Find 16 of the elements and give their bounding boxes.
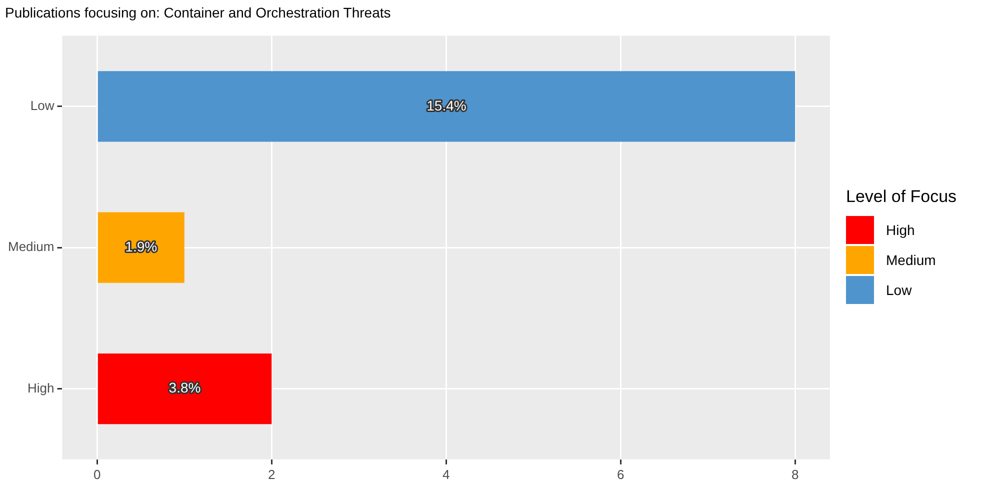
y-tick-label: Low	[30, 98, 55, 113]
x-tick-label: 4	[442, 466, 450, 482]
legend-label: High	[886, 222, 915, 238]
annotation: 15.4%	[426, 97, 466, 114]
x-tick-label: 2	[268, 466, 276, 482]
x-tick-label: 6	[616, 466, 624, 482]
x-tick-label: 0	[94, 466, 101, 482]
y-tick-label: Medium	[8, 239, 54, 254]
y-tick-label: High	[27, 380, 54, 396]
legend-title: Level of Focus	[846, 186, 957, 206]
legend-label: Medium	[886, 252, 936, 268]
annotation: 3.8%	[168, 380, 201, 396]
legend-label: Low	[886, 282, 912, 298]
annotation: 1.9%	[125, 238, 158, 254]
x-tick-label: 8	[791, 466, 799, 482]
chart-title: Publications focusing on: Container and Orchestration Threats	[5, 4, 391, 20]
